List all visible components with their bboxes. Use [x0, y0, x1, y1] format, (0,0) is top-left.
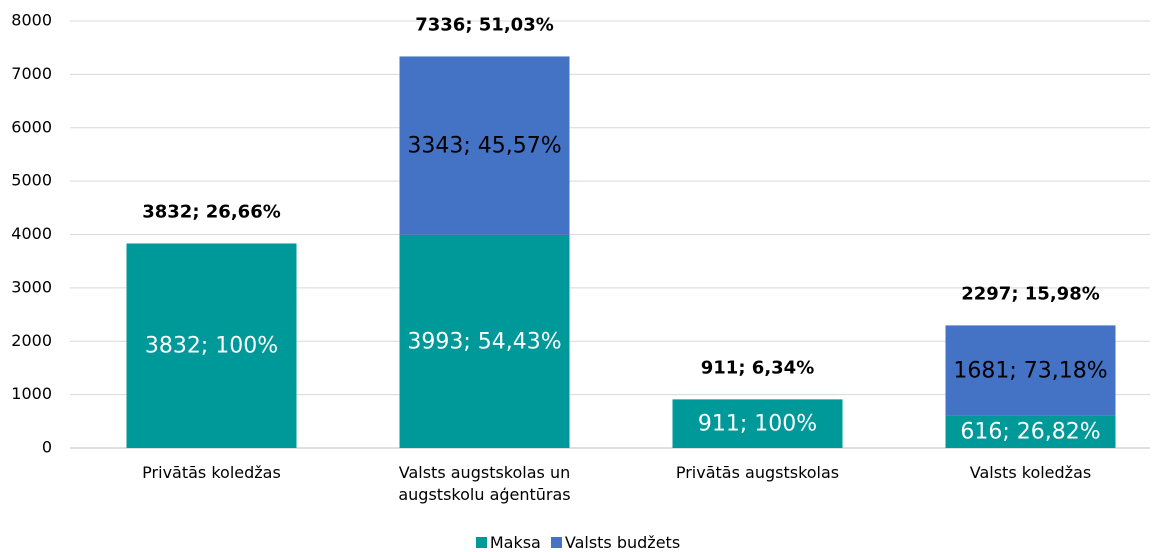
x-tick-label: Valsts koledžas: [969, 463, 1092, 482]
legend-swatch: [550, 537, 562, 548]
value-label: 616; 26,82%: [960, 420, 1100, 445]
value-label: 3832; 100%: [145, 334, 278, 359]
legend-item: Maksa: [475, 533, 541, 552]
bar-segment: [399, 234, 570, 448]
x-tick-label: Privātās koledžas: [142, 463, 281, 482]
bar-segment: [945, 415, 1116, 448]
legend-item: Valsts budžets: [550, 533, 681, 552]
bar-segment: [945, 325, 1116, 416]
bar-segment: [126, 243, 297, 448]
value-label: 3343; 45,57%: [407, 134, 561, 159]
y-tick-label: 7000: [11, 64, 52, 83]
legend-label: Valsts budžets: [564, 533, 681, 552]
total-label: 7336; 51,03%: [415, 14, 554, 35]
bar-segment: [399, 56, 570, 235]
y-tick-label: 4000: [11, 224, 52, 243]
y-tick-label: 5000: [11, 171, 52, 190]
total-label: 3832; 26,66%: [142, 201, 281, 222]
value-label: 1681; 73,18%: [953, 358, 1107, 383]
x-tick-label: Valsts augstskolas un augstskolu aģentūr…: [398, 463, 571, 504]
total-label: 2297; 15,98%: [961, 283, 1100, 304]
legend-swatch: [475, 537, 487, 548]
bar-segment: [672, 399, 843, 448]
y-tick-label: 3000: [11, 277, 52, 296]
y-tick-label: 0: [42, 438, 52, 457]
y-tick-label: 1000: [11, 384, 52, 403]
y-tick-label: 6000: [11, 117, 52, 136]
total-label: 911; 6,34%: [701, 357, 814, 378]
value-label: 3993; 54,43%: [407, 329, 561, 354]
y-tick-label: 2000: [11, 331, 52, 350]
legend: Maksa Valsts budžets: [0, 533, 1156, 552]
legend-label: Maksa: [489, 533, 541, 552]
y-tick-label: 8000: [11, 11, 52, 30]
value-label: 911; 100%: [698, 412, 817, 437]
x-tick-label: Privātās augstskolas: [675, 463, 840, 482]
